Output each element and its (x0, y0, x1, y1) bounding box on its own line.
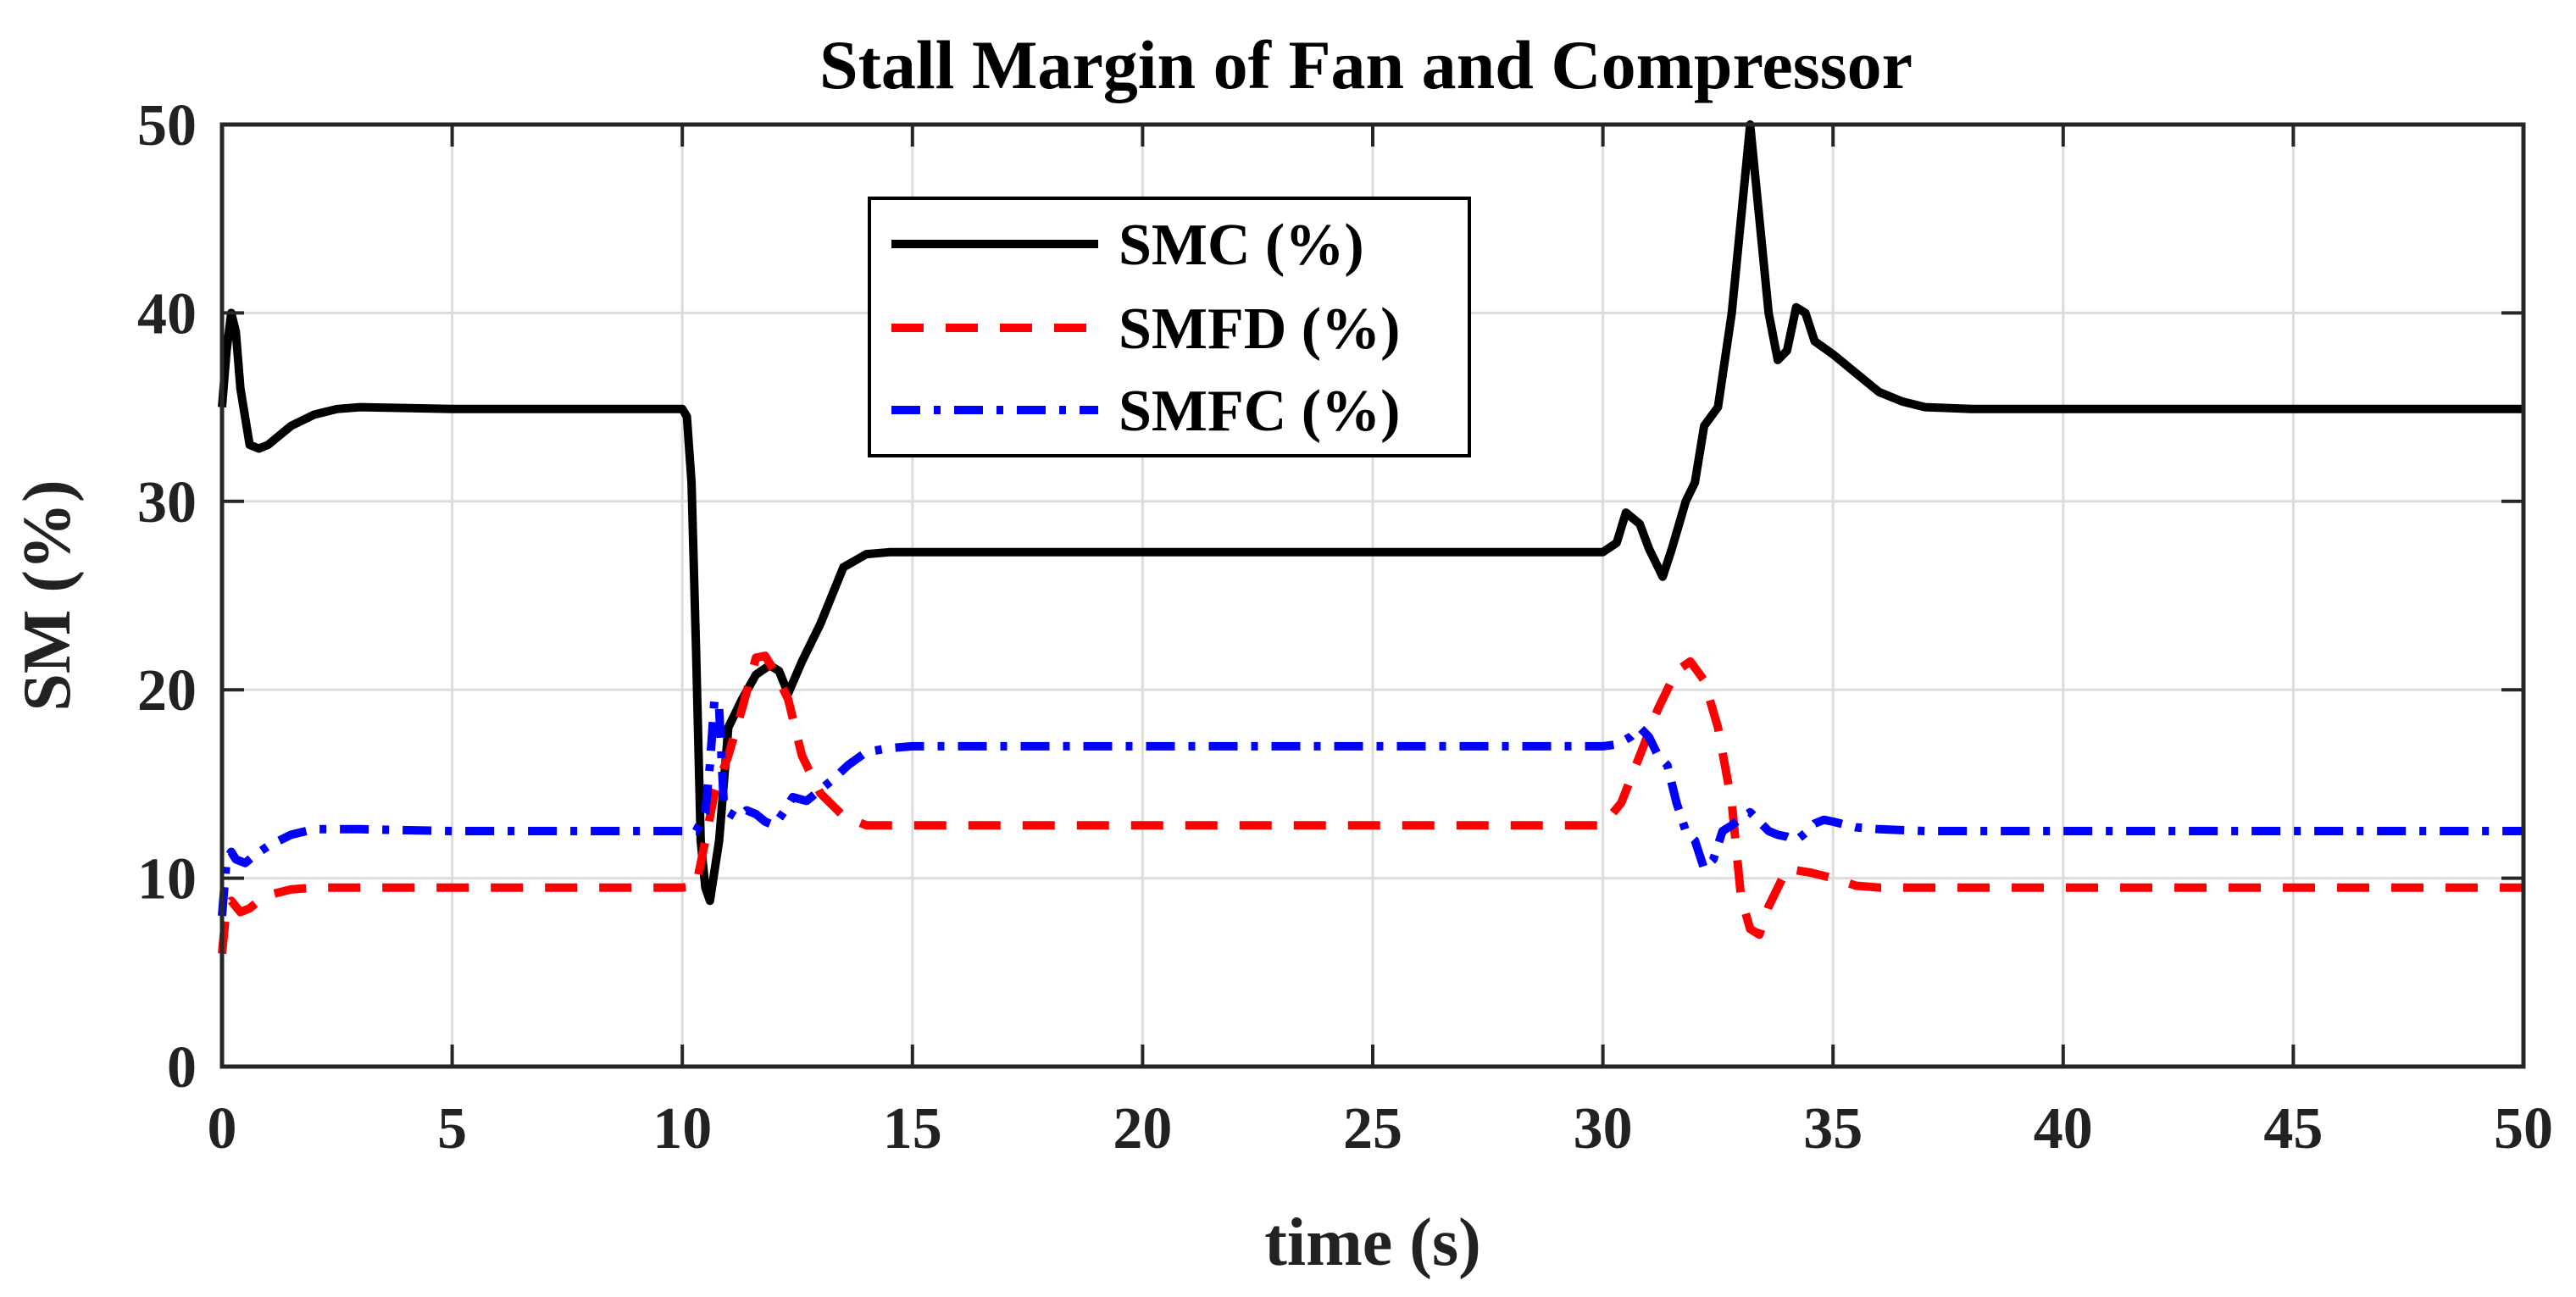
chart-title: Stall Margin of Fan and Compressor (819, 26, 1913, 103)
x-axis-label: time (s) (1264, 1206, 1480, 1280)
y-tick-label: 30 (137, 470, 197, 535)
x-tick-label: 0 (208, 1096, 237, 1161)
smc-series-line (218, 120, 2523, 906)
smfd-series-line (218, 651, 2523, 955)
series-lines (218, 120, 2523, 955)
y-tick-labels: 0 10 20 30 40 50 (137, 93, 197, 1100)
x-tick-label: 30 (1574, 1096, 1633, 1161)
x-tick-label: 40 (2034, 1096, 2093, 1161)
legend-label-smfd: SMFD (%) (1119, 297, 1400, 362)
y-tick-label: 40 (137, 281, 197, 346)
x-tick-labels: 0 5 10 15 20 25 30 35 40 45 50 (208, 1096, 2554, 1161)
y-tick-label: 20 (137, 658, 197, 723)
y-tick-label: 50 (137, 93, 197, 158)
y-axis-label: SM (%) (10, 479, 85, 711)
legend-label-smc: SMC (%) (1119, 213, 1364, 278)
x-tick-label: 25 (1343, 1096, 1402, 1161)
x-tick-label: 15 (883, 1096, 942, 1161)
x-tick-label: 20 (1113, 1096, 1172, 1161)
y-tick-label: 10 (137, 847, 197, 912)
x-tick-label: 10 (652, 1096, 712, 1161)
x-tick-label: 45 (2263, 1096, 2323, 1161)
smfc-series-line (218, 695, 2523, 917)
legend: SMC (%) SMFD (%) SMFC (%) (868, 197, 1471, 457)
legend-label-smfc: SMFC (%) (1119, 379, 1400, 444)
x-tick-label: 5 (437, 1096, 467, 1161)
x-tick-label: 35 (1803, 1096, 1863, 1161)
axis-ticks (220, 123, 2525, 1068)
y-tick-label: 0 (167, 1035, 197, 1100)
x-tick-label: 50 (2494, 1096, 2553, 1161)
